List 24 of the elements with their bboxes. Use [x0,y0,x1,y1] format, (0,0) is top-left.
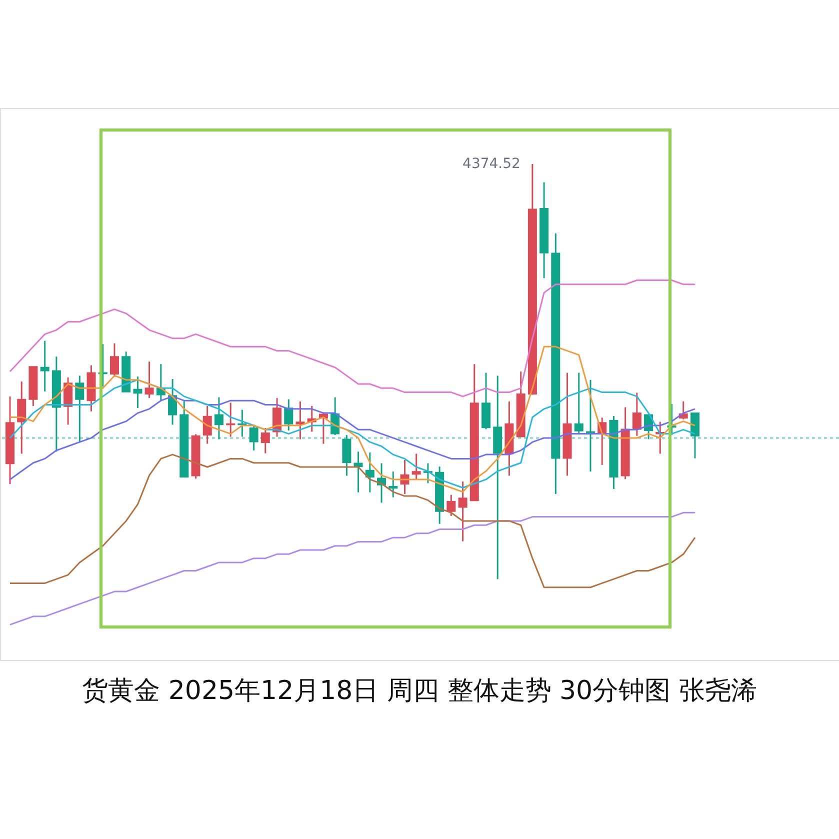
candlestick [388,470,398,498]
candlestick [690,412,700,460]
candlestick [144,360,154,399]
candlestick [17,380,26,454]
candlestick [249,424,258,452]
candlestick [365,452,374,494]
candlestick [110,342,119,378]
candlestick [40,340,50,392]
text: 货黄金 2025年12月18日 周四 整体走势 30分钟图 张尧浠 [82,676,757,706]
candlestick [342,434,352,476]
candlestick [202,405,212,445]
candlestick [75,374,84,444]
candlestick [412,452,421,480]
candlestick [284,398,294,432]
candlestick [133,376,142,409]
candlestick [574,372,584,435]
candlestick [632,392,642,437]
annotation: 4374.52 [462,156,520,172]
candlestick [586,379,595,472]
candlestick [214,396,224,440]
candlestick [458,480,468,542]
candlestick [446,494,456,517]
candlestick [296,400,305,440]
candlestick [260,427,270,454]
